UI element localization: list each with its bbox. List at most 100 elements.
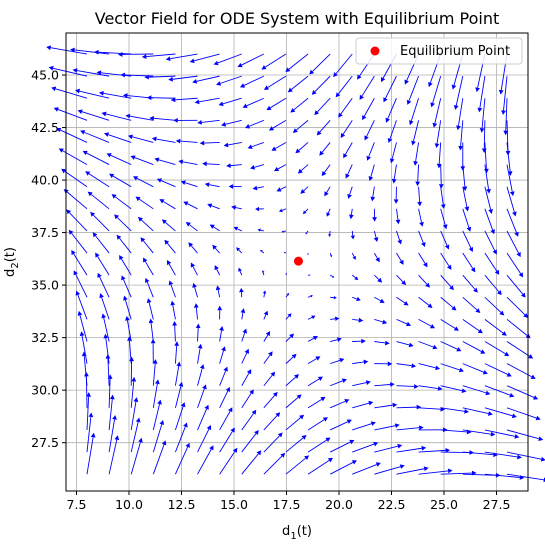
vector-arrow bbox=[396, 318, 412, 327]
vector-arrow bbox=[373, 230, 379, 243]
vector-arrow bbox=[46, 45, 88, 55]
vector-arrow bbox=[86, 412, 94, 453]
vector-arrow bbox=[440, 186, 446, 209]
x-tick-label: 20.0 bbox=[325, 497, 353, 512]
vector-arrow bbox=[506, 363, 536, 379]
vector-arrow bbox=[283, 251, 287, 254]
vector-arrow bbox=[260, 249, 265, 254]
vector-arrow bbox=[185, 221, 198, 232]
vector-arrow bbox=[285, 53, 309, 73]
vector-arrow bbox=[326, 208, 331, 217]
vector-arrow bbox=[374, 340, 390, 346]
vector-arrow bbox=[92, 232, 110, 254]
vector-arrow bbox=[261, 270, 265, 276]
vector-arrow bbox=[316, 120, 331, 136]
vector-arrow bbox=[484, 208, 495, 235]
vector-arrow bbox=[484, 429, 520, 439]
vector-arrow bbox=[117, 52, 154, 57]
vector-arrow bbox=[418, 447, 451, 453]
vector-arrow bbox=[266, 97, 287, 111]
vector-arrow bbox=[352, 462, 381, 475]
vector-arrow bbox=[285, 292, 290, 298]
vector-arrow bbox=[263, 412, 281, 431]
vector-arrow bbox=[374, 443, 403, 453]
vector-arrow bbox=[314, 97, 331, 116]
vector-arrow bbox=[247, 142, 264, 150]
vector-arrow bbox=[396, 252, 404, 265]
vector-arrow bbox=[144, 74, 176, 80]
vector-arrow bbox=[352, 400, 374, 409]
vector-arrow bbox=[77, 109, 110, 121]
vector-arrow bbox=[95, 252, 110, 276]
vector-arrow bbox=[70, 47, 110, 55]
vector-arrow bbox=[190, 262, 198, 276]
vector-arrow bbox=[130, 417, 141, 453]
vector-arrow bbox=[217, 305, 223, 320]
x-tick-label: 27.5 bbox=[483, 497, 511, 512]
x-tick-label: 15.0 bbox=[220, 497, 248, 512]
vector-arrow bbox=[138, 216, 154, 232]
vector-arrow bbox=[484, 142, 489, 174]
vector-arrow bbox=[219, 386, 231, 409]
vector-arrow bbox=[77, 310, 88, 342]
vector-arrow bbox=[152, 419, 165, 453]
vector-arrow bbox=[506, 407, 541, 421]
vector-arrow bbox=[173, 118, 198, 123]
vector-arrow bbox=[438, 164, 444, 189]
vector-arrow bbox=[440, 252, 452, 270]
vector-arrow bbox=[484, 296, 505, 316]
vector-arrow bbox=[329, 252, 333, 258]
vector-arrow bbox=[197, 404, 209, 431]
vector-arrow bbox=[154, 157, 176, 166]
vector-arrow bbox=[352, 296, 361, 302]
vector-arrow bbox=[242, 97, 265, 109]
vector-arrow bbox=[309, 53, 331, 75]
y-axis-label: d2(t) bbox=[3, 247, 21, 277]
vector-arrow bbox=[506, 208, 519, 237]
vector-arrow bbox=[178, 159, 198, 166]
vector-arrow bbox=[290, 97, 309, 113]
grid bbox=[66, 33, 528, 491]
vector-arrow bbox=[418, 208, 424, 227]
vector-arrow bbox=[241, 450, 262, 475]
vector-arrow bbox=[152, 379, 160, 408]
vector-arrow bbox=[396, 404, 422, 410]
vector-arrow bbox=[330, 316, 340, 322]
vector-arrow bbox=[387, 120, 397, 143]
vector-arrow bbox=[481, 120, 487, 154]
vector-arrow bbox=[159, 199, 176, 210]
vector-arrow bbox=[285, 394, 302, 409]
vector-arrow bbox=[319, 142, 331, 156]
vector-arrow bbox=[214, 265, 221, 276]
vector-arrow bbox=[383, 75, 397, 103]
legend: Equilibrium Point bbox=[355, 37, 523, 65]
vector-arrow bbox=[370, 186, 376, 202]
vector-arrow bbox=[119, 255, 132, 276]
vector-arrow bbox=[321, 164, 331, 177]
vector-arrow bbox=[183, 201, 198, 210]
vector-arrow bbox=[453, 76, 464, 110]
vector-arrow bbox=[302, 208, 309, 215]
vector-arrow bbox=[503, 98, 509, 136]
vector-arrow bbox=[345, 164, 353, 179]
vector-arrow bbox=[197, 364, 205, 386]
vector-arrow bbox=[85, 171, 110, 188]
vector-arrow bbox=[127, 134, 154, 143]
vector-arrow bbox=[241, 389, 254, 409]
vector-arrow bbox=[197, 384, 207, 408]
vector-arrow bbox=[373, 252, 380, 263]
vector-arrow bbox=[411, 120, 420, 146]
vector-arrow bbox=[241, 328, 248, 342]
vector-arrow bbox=[90, 211, 110, 232]
vector-arrow bbox=[192, 282, 198, 298]
vector-arrow bbox=[440, 341, 462, 352]
vector-arrow bbox=[484, 385, 515, 398]
vector-arrow bbox=[440, 274, 454, 291]
vector-arrow bbox=[130, 397, 139, 431]
vector-arrow bbox=[434, 120, 442, 149]
vector-arrow bbox=[156, 178, 176, 188]
vector-arrow bbox=[56, 127, 88, 143]
vector-arrow bbox=[352, 421, 376, 431]
vector-arrow bbox=[72, 68, 110, 77]
vector-arrow bbox=[440, 208, 448, 230]
